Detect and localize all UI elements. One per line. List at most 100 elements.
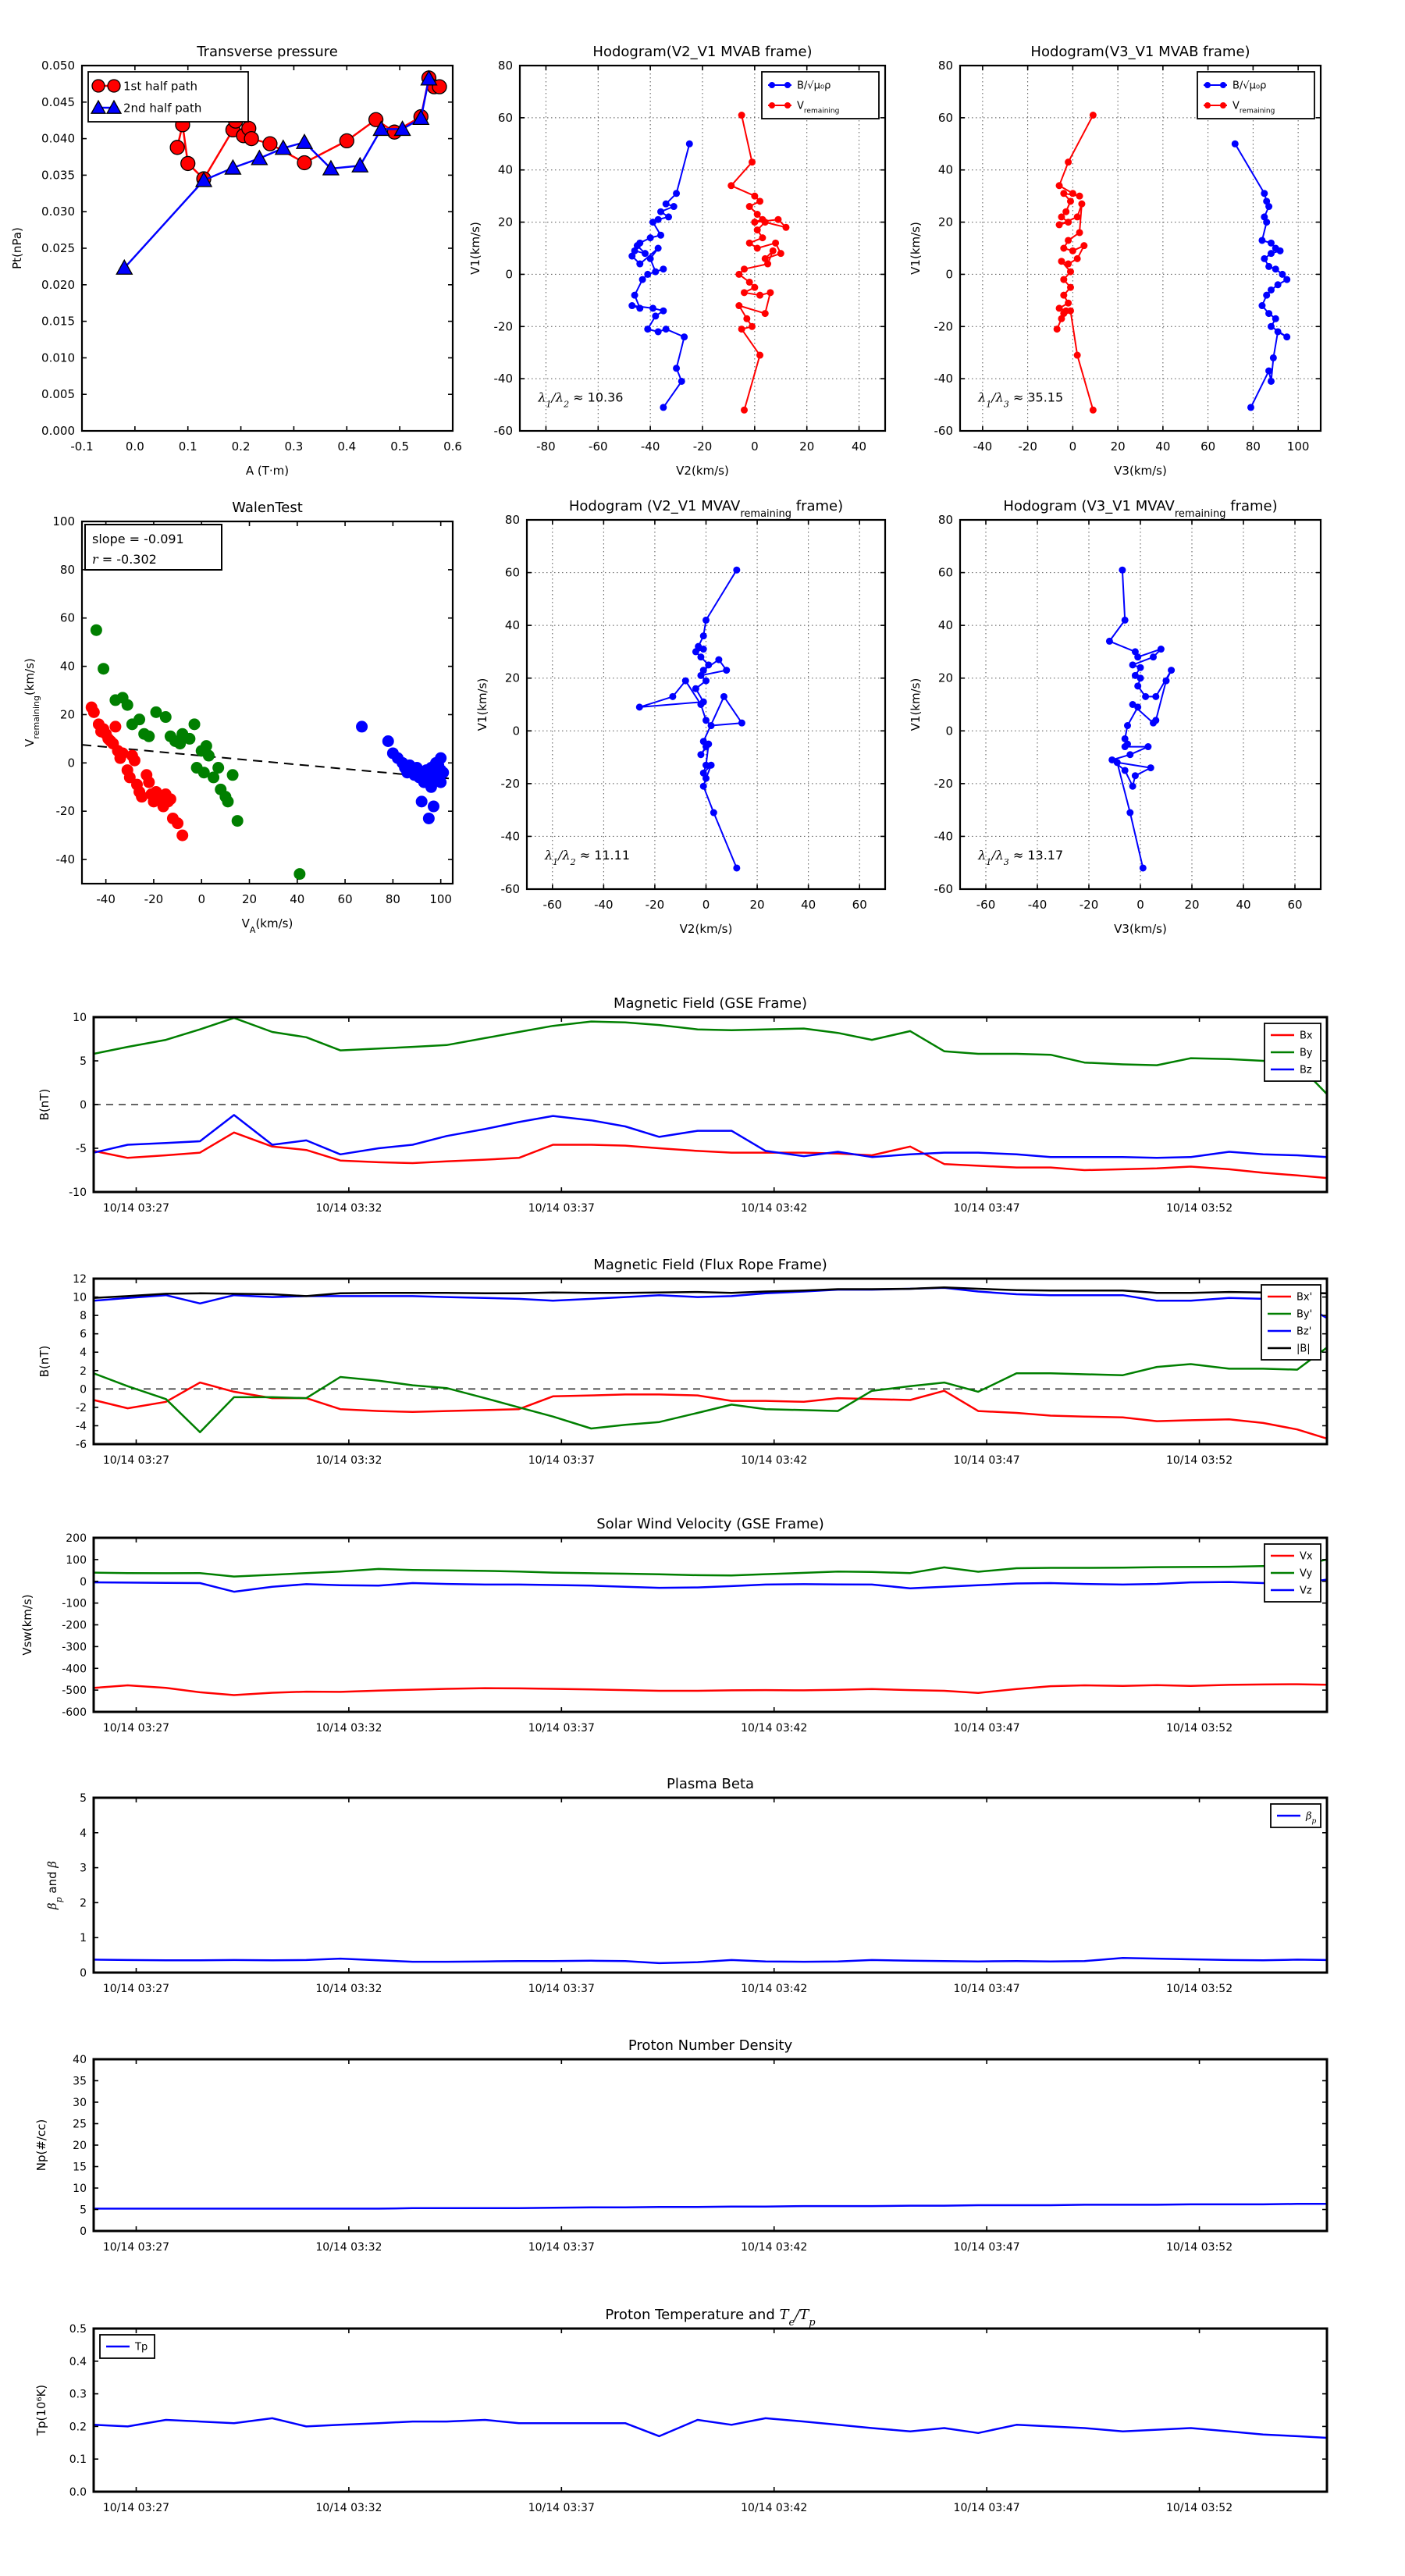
svg-text:10/14 03:52: 10/14 03:52	[1166, 2241, 1232, 2254]
svg-text:-20: -20	[934, 319, 954, 333]
svg-text:WalenTest: WalenTest	[232, 500, 303, 516]
svg-text:Tp: Tp	[134, 2342, 148, 2354]
svg-text:Bx': Bx'	[1297, 1292, 1312, 1304]
svg-text:0.4: 0.4	[337, 439, 356, 454]
svg-text:8: 8	[80, 1310, 87, 1322]
svg-text:10/14 03:47: 10/14 03:47	[954, 2502, 1020, 2514]
legend-mag-field-gse: Bx By Bz	[1264, 1023, 1321, 1082]
legend-mag-field-flux-rope: Bx' By' Bz' |B|	[1261, 1284, 1321, 1361]
svg-text:0.1: 0.1	[179, 439, 197, 454]
svg-text:0: 0	[1069, 439, 1077, 454]
svg-text:0.005: 0.005	[41, 387, 75, 401]
svg-text:40: 40	[1155, 439, 1170, 454]
svg-text:Pt(nPa): Pt(nPa)	[10, 227, 24, 269]
svg-text:10/14 03:42: 10/14 03:42	[741, 2241, 807, 2254]
svg-text:0: 0	[67, 756, 75, 770]
svg-text:0.010: 0.010	[41, 350, 75, 365]
svg-text:B(nT): B(nT)	[37, 1089, 52, 1121]
svg-text:30: 30	[73, 2097, 87, 2109]
svg-text:V3(km/s): V3(km/s)	[1114, 464, 1167, 478]
svg-text:10/14 03:42: 10/14 03:42	[741, 2502, 807, 2514]
legend-solar-wind-velocity: Vx Vy Vz	[1264, 1543, 1321, 1603]
svg-text:10/14 03:52: 10/14 03:52	[1166, 1202, 1232, 1215]
svg-text:V1(km/s): V1(km/s)	[468, 222, 482, 275]
svg-text:40: 40	[60, 660, 75, 674]
svg-text:B(nT): B(nT)	[37, 1346, 52, 1378]
svg-text:-20: -20	[1018, 439, 1037, 454]
svg-text:20: 20	[1111, 439, 1126, 454]
svg-text:0: 0	[751, 439, 759, 454]
svg-text:0.050: 0.050	[41, 59, 75, 73]
svg-text:Vx: Vx	[1300, 1551, 1313, 1563]
svg-text:Vremaining: Vremaining	[1232, 101, 1275, 116]
chart-transverse-pressure: -0.1 0.0 0.1 0.2 0.3 0.4 0.5 0.6 0.000 0.005 0.010…	[10, 44, 462, 478]
chart-solar-wind-velocity: 10/14 03:27 10/14 03:32 10/14 03:37 10/14 0…	[20, 1516, 1329, 1735]
svg-text:60: 60	[1287, 898, 1302, 912]
svg-text:-40: -40	[594, 898, 614, 912]
svg-text:-60: -60	[589, 439, 608, 454]
svg-text:10/14 03:47: 10/14 03:47	[954, 1454, 1020, 1467]
svg-text:60: 60	[938, 111, 953, 125]
svg-text:0.2: 0.2	[232, 439, 251, 454]
svg-text:5: 5	[80, 2204, 87, 2217]
svg-text:10/14 03:47: 10/14 03:47	[954, 1202, 1020, 1215]
svg-text:10/14 03:32: 10/14 03:32	[315, 2502, 382, 2514]
svg-text:10/14 03:52: 10/14 03:52	[1166, 1722, 1232, 1735]
svg-text:0: 0	[80, 1099, 87, 1112]
svg-text:35: 35	[73, 2076, 87, 2088]
svg-text:-60: -60	[494, 424, 514, 438]
svg-text:-60: -60	[934, 882, 954, 896]
svg-text:V2(km/s): V2(km/s)	[680, 922, 733, 936]
svg-text:Transverse pressure: Transverse pressure	[196, 44, 338, 60]
chart-proton-density: 10/14 03:27 10/14 03:32 10/14 03:37 10/14 0…	[34, 2037, 1329, 2254]
svg-text:Bx: Bx	[1300, 1030, 1313, 1042]
svg-text:Bz: Bz	[1300, 1065, 1312, 1076]
chart-mag-field-gse: 10/14 03:27 10/14 03:32 10/14 03:37 10/14 0…	[37, 995, 1329, 1215]
svg-text:10/14 03:42: 10/14 03:42	[741, 1202, 807, 1215]
svg-text:V2(km/s): V2(km/s)	[676, 464, 729, 478]
svg-text:λ1/λ3 ≈ 13.17: λ1/λ3 ≈ 13.17	[977, 848, 1063, 867]
svg-text:By: By	[1300, 1048, 1313, 1059]
svg-text:V1(km/s): V1(km/s)	[475, 678, 489, 731]
svg-text:Hodogram(V2_V1 MVAB frame): Hodogram(V2_V1 MVAB frame)	[592, 44, 812, 60]
svg-text:-40: -40	[501, 829, 521, 843]
svg-text:5: 5	[80, 1792, 87, 1805]
svg-text:0.2: 0.2	[69, 2421, 87, 2433]
svg-text:0: 0	[702, 898, 710, 912]
svg-text:10: 10	[73, 1012, 87, 1024]
svg-text:60: 60	[338, 892, 353, 906]
svg-text:10/14 03:47: 10/14 03:47	[954, 1983, 1020, 1995]
svg-text:20: 20	[1184, 898, 1199, 912]
svg-text:Solar Wind Velocity (GSE Frame: Solar Wind Velocity (GSE Frame)	[596, 1516, 823, 1532]
svg-text:-2: -2	[76, 1402, 87, 1414]
svg-text:10: 10	[73, 2183, 87, 2195]
svg-text:λ1/λ2 ≈ 11.11: λ1/λ2 ≈ 11.11	[544, 848, 630, 867]
svg-text:10/14 03:37: 10/14 03:37	[528, 1983, 595, 1995]
svg-text:V1(km/s): V1(km/s)	[909, 222, 923, 275]
svg-text:Hodogram (V2_V1 MVAVremaining: Hodogram (V2_V1 MVAVremaining frame)	[569, 498, 843, 520]
svg-text:60: 60	[1200, 439, 1215, 454]
svg-text:0.015: 0.015	[41, 315, 75, 329]
svg-text:-0.1: -0.1	[70, 439, 93, 454]
svg-text:Magnetic Field (Flux Rope Fram: Magnetic Field (Flux Rope Frame)	[593, 1257, 827, 1273]
svg-text:10/14 03:37: 10/14 03:37	[528, 1722, 595, 1735]
svg-text:10/14 03:27: 10/14 03:27	[103, 2502, 169, 2514]
svg-text:4: 4	[80, 1827, 87, 1840]
svg-text:40: 40	[290, 892, 304, 906]
svg-text:5: 5	[80, 1055, 87, 1068]
svg-text:80: 80	[938, 513, 953, 527]
svg-text:-20: -20	[1080, 898, 1099, 912]
svg-text:0: 0	[505, 267, 513, 281]
svg-text:10/14 03:32: 10/14 03:32	[315, 1983, 382, 1995]
svg-text:40: 40	[73, 2054, 87, 2066]
svg-text:2nd half path: 2nd half path	[123, 101, 201, 115]
chart-hodogram-v3v1-mvav: -60 -40 -20 0 20 40 60 -60 -40 -20 0 20 40 60 80 Hodogr…	[909, 498, 1322, 936]
svg-text:0: 0	[945, 267, 953, 281]
svg-text:-4: -4	[76, 1420, 87, 1432]
svg-text:-100: -100	[62, 1598, 87, 1610]
svg-text:10/14 03:37: 10/14 03:37	[528, 1202, 595, 1215]
svg-text:40: 40	[938, 618, 953, 632]
svg-text:0: 0	[80, 1576, 87, 1589]
svg-text:B/√μ₀ρ: B/√μ₀ρ	[1232, 80, 1266, 92]
chart-hodogram-v2v1-mvab: -80 -60 -40 -20 0 20 40 -60 -40 -20 0 20 40 60 80 Hodog…	[468, 44, 887, 478]
